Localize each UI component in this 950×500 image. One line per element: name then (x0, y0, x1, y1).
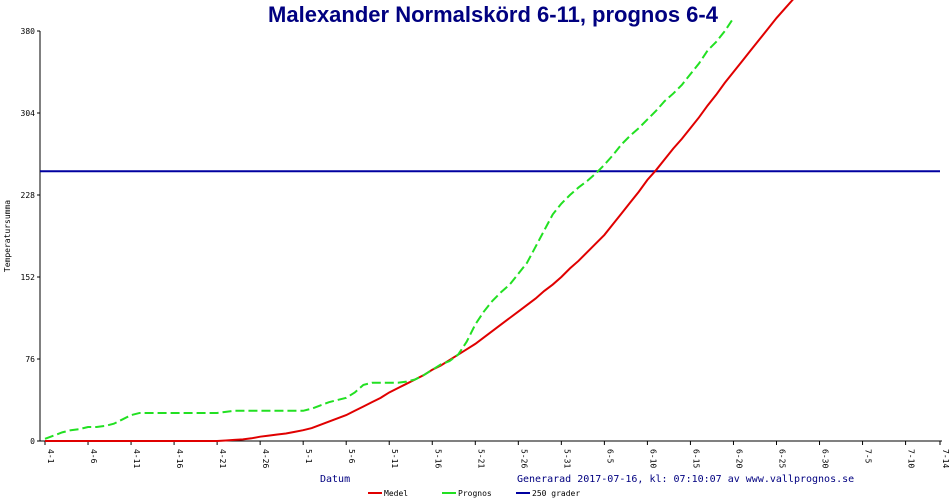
x-tick-label: 4-16 (175, 449, 184, 468)
x-tick-label: 5-1 (304, 449, 313, 464)
x-tick-label: 6-15 (691, 449, 700, 468)
x-tick-label: 5-6 (347, 449, 356, 464)
series-line (44, 17, 735, 440)
y-tick-label: 76 (25, 355, 35, 364)
x-tick-label: 7-14 (941, 449, 950, 468)
chart-title: Malexander Normalskörd 6-11, prognos 6-4 (268, 2, 719, 27)
x-tick-label: 5-31 (562, 449, 571, 468)
x-tick-label: 4-21 (218, 449, 227, 468)
y-tick-label: 0 (30, 437, 35, 446)
x-tick-label: 6-5 (605, 449, 614, 464)
footer: Generarad 2017-07-16, kl: 07:10:07 av ww… (517, 474, 854, 485)
x-tick-label: 4-11 (132, 449, 141, 468)
x-tick-label: 6-25 (777, 449, 786, 468)
legend-label: Medel (384, 489, 408, 498)
x-tick-label: 5-11 (390, 449, 399, 468)
x-tick-label: 5-21 (476, 449, 485, 468)
y-tick-label: 380 (21, 27, 36, 36)
x-tick-label: 7-5 (864, 449, 873, 464)
x-tick-label: 4-26 (261, 449, 270, 468)
y-axis-label: Temperatursumma (3, 200, 12, 272)
x-tick-label: 6-20 (734, 449, 743, 468)
series-line (45, 0, 794, 442)
y-tick-label: 304 (21, 109, 36, 118)
x-tick-label: 4-1 (46, 449, 55, 464)
legend-label: Prognos (458, 489, 492, 498)
x-axis-label: Datum (320, 474, 350, 485)
x-tick-label: 5-26 (519, 449, 528, 468)
y-tick-label: 152 (21, 273, 36, 282)
y-tick-label: 228 (21, 191, 36, 200)
legend-label: 250 grader (532, 489, 580, 498)
x-tick-label: 7-10 (907, 449, 916, 468)
x-tick-label: 6-30 (821, 449, 830, 468)
x-tick-label: 4-6 (89, 449, 98, 464)
x-tick-label: 6-10 (648, 449, 657, 468)
x-tick-label: 5-16 (433, 449, 442, 468)
